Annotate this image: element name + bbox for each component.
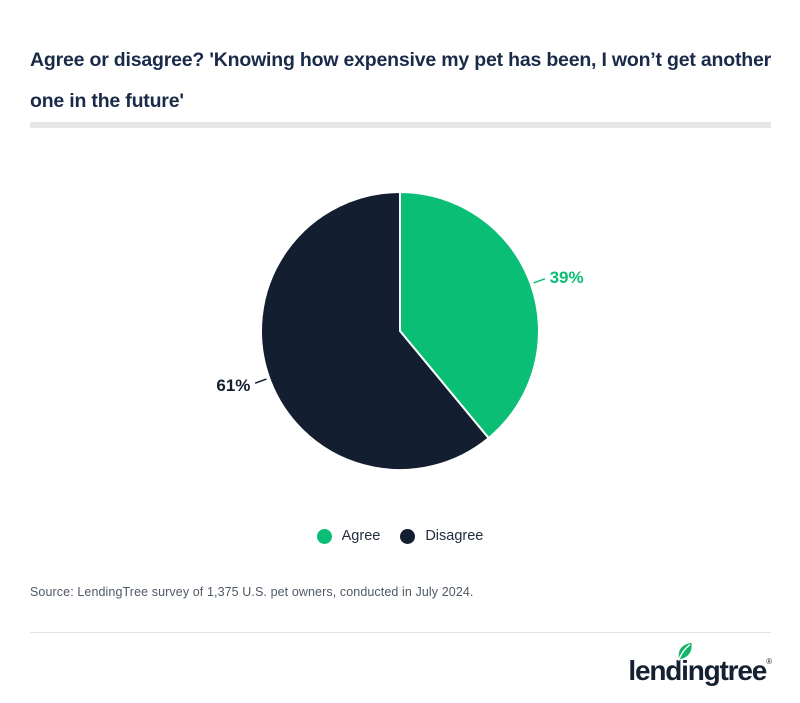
chart-title: Agree or disagree? 'Knowing how expensiv… xyxy=(30,40,775,122)
pie-slice-label: 39% xyxy=(550,268,584,287)
logo-trademark: ® xyxy=(766,657,772,666)
pie-chart-svg: 39% 61% xyxy=(216,190,584,471)
legend-dot-agree xyxy=(316,528,332,544)
source-note: Source: LendingTree survey of 1,375 U.S.… xyxy=(30,585,474,599)
legend-dot-disagree xyxy=(400,528,416,544)
legend-label-agree: Agree xyxy=(341,528,381,544)
lendingtree-logo: lendingtree® xyxy=(628,642,772,692)
footer-divider xyxy=(30,632,771,633)
pie-label-leader xyxy=(533,278,546,284)
legend-item-disagree: Disagree xyxy=(400,528,483,544)
logo-wordmark: lendingtree xyxy=(628,655,767,686)
legend-label-disagree: Disagree xyxy=(425,528,484,544)
chart-title-line2: one in the future' xyxy=(30,90,184,112)
title-divider xyxy=(30,122,771,128)
pie-label-leader xyxy=(254,378,267,384)
leaf-icon xyxy=(678,642,692,661)
legend-item-agree: Agree xyxy=(316,528,381,544)
chart-legend: Agree Disagree xyxy=(0,528,800,544)
pie-slice-agree xyxy=(399,190,540,440)
pie-slice-label: 61% xyxy=(216,376,250,395)
pie-slice-disagree xyxy=(260,190,491,471)
chart-title-line1: Agree or disagree? 'Knowing how expensiv… xyxy=(30,49,772,71)
